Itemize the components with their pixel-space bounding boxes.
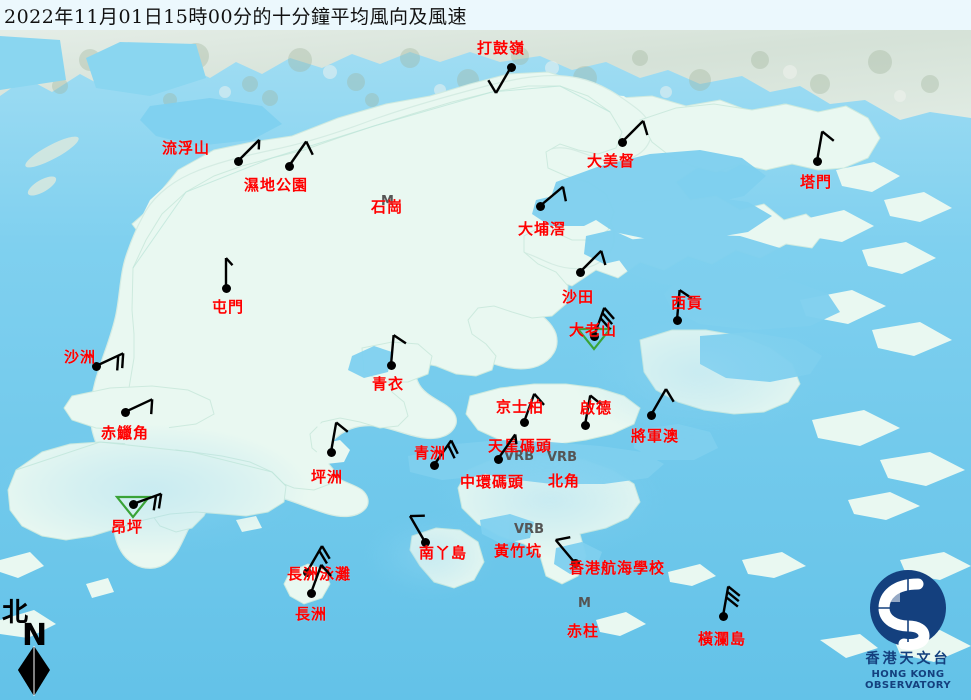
station-label: 塔門 xyxy=(800,173,833,191)
hko-logo-en: HONG KONG OBSERVATORY xyxy=(865,669,951,691)
north-arrow: 北 N xyxy=(2,592,72,700)
station-label: 赤鱲角 xyxy=(101,424,150,442)
station-label: 昂坪 xyxy=(111,518,144,536)
station-label: 橫瀾島 xyxy=(698,630,747,648)
station-label: 長洲 xyxy=(295,605,328,623)
station-label: 青洲 xyxy=(414,444,447,462)
wind-barb-icon xyxy=(124,398,154,415)
station-label: 黃竹坑 xyxy=(494,542,543,560)
station-label: 屯門 xyxy=(212,298,245,316)
wind-barb-icon xyxy=(114,492,163,519)
wind-barb-icon xyxy=(621,119,649,143)
station-label: 中環碼頭 xyxy=(460,473,525,491)
missing-data-indicator: M xyxy=(578,596,591,611)
wind-barb-icon xyxy=(305,545,331,573)
wind-barb-icon xyxy=(288,140,314,167)
missing-data-indicator: M xyxy=(381,194,394,209)
wind-barb-icon xyxy=(224,257,234,288)
page-title: 2022年11月01日15時00分的十分鐘平均風向及風速 xyxy=(4,5,468,28)
station-label: 大老山 xyxy=(569,321,618,339)
compass-needle-icon xyxy=(18,646,50,696)
wind-barb-icon xyxy=(539,185,568,207)
wind-barb-icon xyxy=(408,514,427,543)
wind-barb-icon xyxy=(554,535,576,564)
north-label-cn: 北 xyxy=(2,598,29,628)
station-label: 香港航海學校 xyxy=(569,559,666,577)
variable-wind-indicator: VRB xyxy=(504,449,534,464)
gale-warning-marker xyxy=(114,495,152,519)
station-label: 沙田 xyxy=(562,288,595,306)
wind-barb-icon xyxy=(649,388,675,416)
station-label: 西貢 xyxy=(671,294,704,312)
wind-barb-icon xyxy=(95,352,125,371)
wind-barb-icon xyxy=(815,130,835,162)
gale-warning-marker xyxy=(575,327,613,351)
station-label: 大美督 xyxy=(587,152,636,170)
wind-barb-icon xyxy=(579,249,607,273)
hko-logo: 香港天文台 HONG KONG OBSERVATORY xyxy=(848,566,968,696)
station-label: 青衣 xyxy=(372,375,405,393)
wind-barb-icon xyxy=(309,564,332,594)
wind-barb-icon xyxy=(583,394,603,426)
station-label: 濕地公園 xyxy=(244,176,309,194)
wind-barb-icon xyxy=(389,334,407,366)
station-label: 打鼓嶺 xyxy=(477,39,526,57)
station-label: 石崗 xyxy=(371,198,404,216)
hko-logo-cn: 香港天文台 xyxy=(865,651,951,667)
station-label: 大埔滘 xyxy=(518,220,567,238)
wind-barb-icon xyxy=(237,138,261,162)
wind-barb-icon xyxy=(433,439,459,466)
station-label: 流浮山 xyxy=(162,139,211,157)
wind-barb-icon xyxy=(575,307,615,351)
wind-barb-icon xyxy=(329,421,349,453)
variable-wind-indicator: VRB xyxy=(547,450,577,465)
station-label: 沙洲 xyxy=(64,348,97,366)
wind-barb-icon xyxy=(675,289,693,321)
station-label: 將軍澳 xyxy=(631,427,680,445)
hko-emblem-icon xyxy=(870,570,946,650)
wind-barb-icon xyxy=(487,66,513,94)
wind-barb-icon xyxy=(497,433,518,460)
station-label: 京士柏 xyxy=(496,398,545,416)
station-label: 北角 xyxy=(548,472,581,490)
wind-barb-icon xyxy=(721,585,741,617)
variable-wind-indicator: VRB xyxy=(514,522,544,537)
station-label: 赤柱 xyxy=(567,622,600,640)
station-label: 坪洲 xyxy=(311,468,344,486)
station-label: 啟德 xyxy=(580,399,613,417)
title-bar: 2022年11月01日15時00分的十分鐘平均風向及風速 xyxy=(0,0,971,30)
station-label: 南丫島 xyxy=(419,544,468,562)
wind-barb-icon xyxy=(522,393,545,423)
